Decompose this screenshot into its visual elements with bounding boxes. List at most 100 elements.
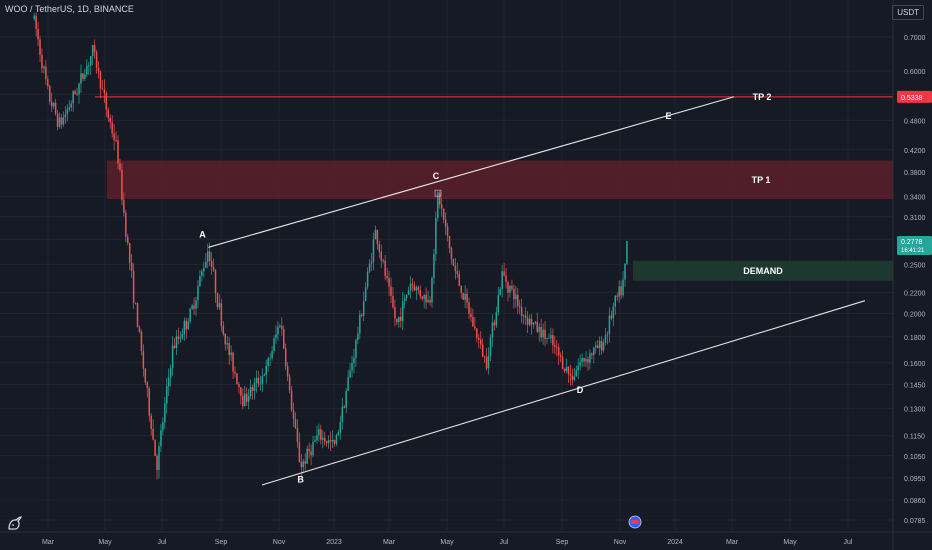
candle-body [91,45,94,57]
candle-body [622,279,624,296]
y-tick-label: 0.0950 [904,476,926,483]
candle-body [569,373,572,376]
candle-body [431,277,433,303]
candle-body [398,316,400,323]
candle-body [288,376,291,391]
candle-body [93,45,96,52]
y-tick-label: 0.4200 [904,148,926,155]
candle-body [257,377,260,384]
candle-body [263,375,266,376]
candle-body [286,366,289,377]
candle-body [146,382,149,389]
candle-body [421,296,423,299]
y-tick-label: 0.2000 [904,312,926,319]
candle-body [150,415,152,429]
candle-body [390,286,392,296]
y-tick-label: 0.3400 [904,194,926,201]
candle-body [160,430,162,447]
candle-body [173,345,176,348]
candle-body [571,375,574,381]
candle-body [312,441,314,456]
candle-body [86,65,88,75]
candle-body [259,383,262,385]
y-tick-label: 0.1050 [904,454,926,461]
candle-body [265,365,267,376]
candle-body [138,327,141,332]
candle-body [530,318,533,325]
candle-body [232,352,234,372]
candle-body [152,428,154,440]
candle-body [226,343,228,345]
candle-body [62,117,65,125]
candle-body [413,285,416,291]
symbol-title[interactable]: WOO / TetherUS, 1D, BINANCE [5,4,134,14]
candle-body [401,301,404,321]
candle-body [552,335,554,346]
candle-body [318,429,320,436]
candle-body [460,285,462,293]
candle-body [121,169,123,200]
candle-body [468,302,470,314]
candle-body [598,340,601,349]
candle-body [68,107,71,110]
candle-body [517,294,519,307]
candle-body [117,140,119,164]
candle-body [322,437,324,440]
candle-body [353,357,355,364]
trendline-upper[interactable] [208,96,735,248]
candle-body [76,94,78,95]
candle-body [370,261,373,264]
candle-body [575,370,578,377]
candle-body [478,337,480,340]
candle-body [550,335,552,338]
y-tick-label: 0.3100 [904,215,926,222]
candle-body [78,83,80,95]
candle-body [364,287,367,302]
candle-body [220,303,223,326]
candle-body [444,219,447,227]
candle-body [538,326,540,332]
candle-body [505,275,507,282]
candle-body [314,440,316,442]
candle-body [464,293,466,300]
candle-body [563,368,566,372]
candle-body [446,226,449,236]
candle-body [440,204,443,209]
y-tick-label: 0.1300 [904,407,926,414]
candle-body [511,285,513,289]
candle-body [595,345,597,348]
x-tick-label: Jul [158,539,167,546]
candle-body [483,356,486,358]
x-tick-label: Mar [383,539,396,546]
candle-body [380,251,383,261]
candle-body [359,314,361,334]
candle-body [507,281,509,293]
candle-body [403,297,406,302]
candle-body [49,86,51,102]
candle-body [54,102,57,114]
candle-body [544,329,546,339]
candle-body [169,367,172,378]
candle-body [296,427,299,443]
tp2-price-tag[interactable] [897,90,932,103]
candle-body [596,345,599,349]
point-label-d: D [577,385,584,395]
candle-body [448,235,451,249]
candle-body [333,439,336,444]
current-price-tag[interactable] [897,236,932,256]
candle-body [433,253,435,278]
candle-body [437,192,439,218]
candle-body [620,286,622,296]
candle-body [341,406,344,422]
currency-button[interactable]: USDT [892,5,924,20]
candle-body [310,451,312,456]
candle-body [89,56,92,66]
trendline-lower[interactable] [261,300,866,486]
candle-body [228,343,230,356]
candle-body [499,288,501,296]
candle-body [222,325,225,334]
candle-body [532,322,535,325]
candle-body [212,266,215,271]
